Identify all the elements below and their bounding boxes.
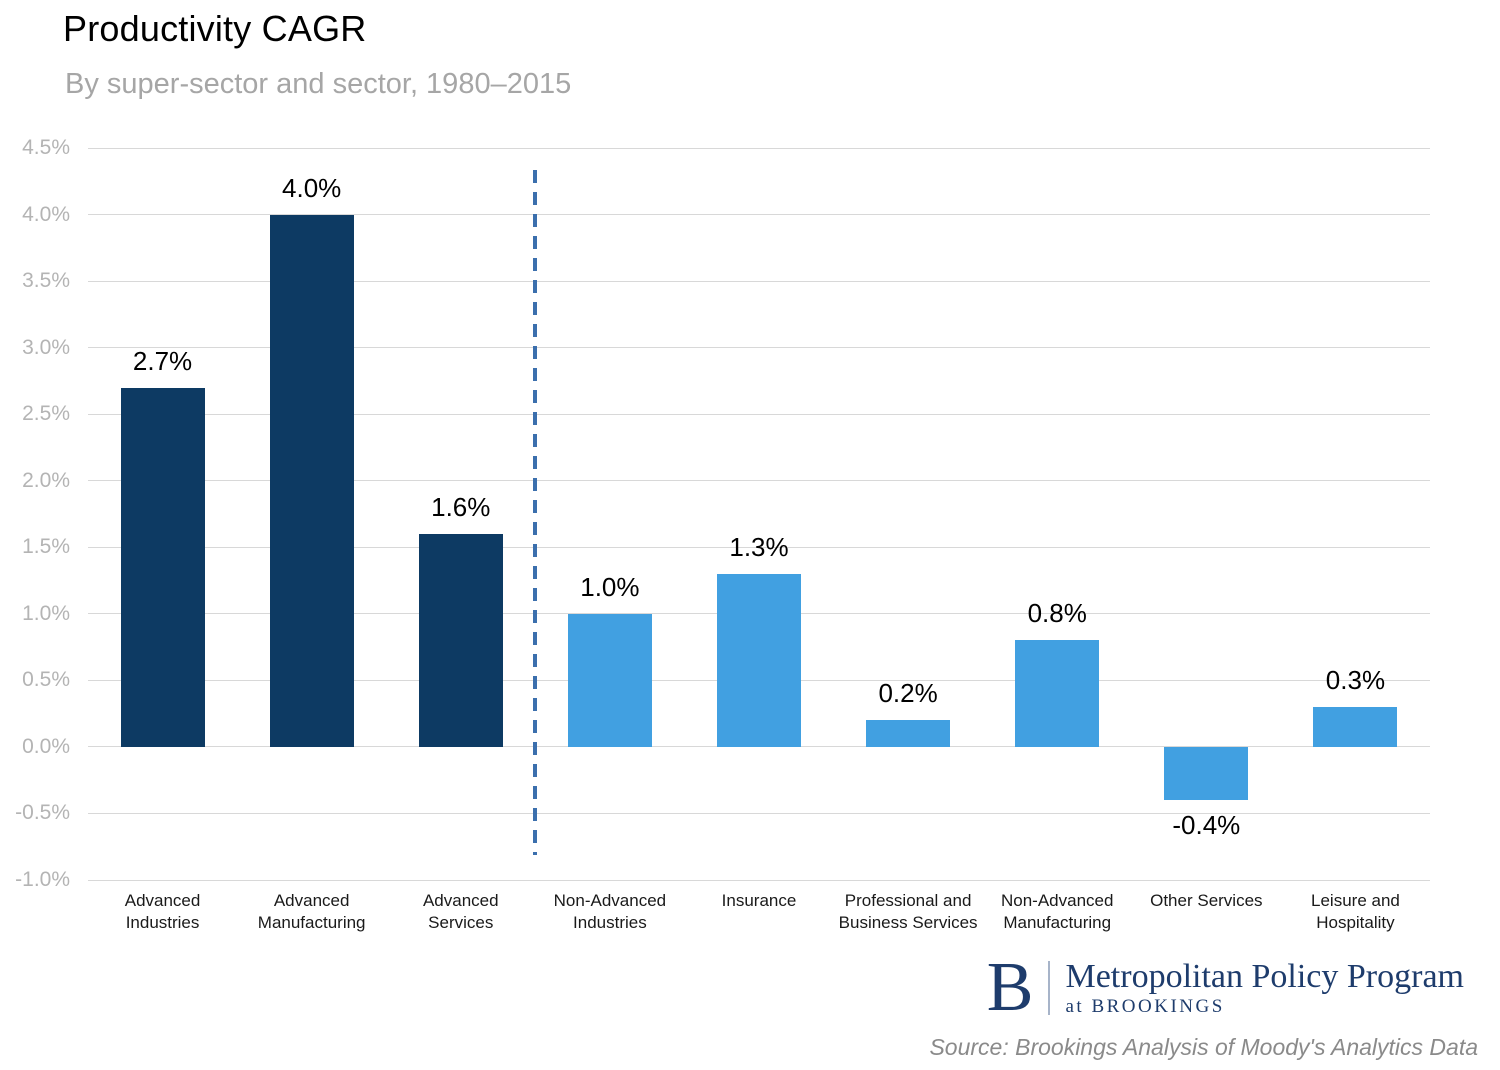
category-label: Non-Advanced Industries bbox=[553, 891, 667, 933]
category-label: Advanced Manufacturing bbox=[257, 891, 366, 933]
bar-value-label: 0.2% bbox=[878, 678, 938, 709]
gridline bbox=[88, 746, 1430, 748]
gridline bbox=[88, 147, 1430, 149]
divider-line bbox=[533, 170, 538, 855]
y-tick-label: 2.5% bbox=[22, 402, 70, 426]
bar bbox=[1164, 746, 1249, 801]
category-label: Advanced Industries bbox=[124, 891, 201, 933]
bar bbox=[418, 533, 503, 747]
brand-text: Metropolitan Policy Program at BROOKINGS bbox=[1065, 957, 1464, 1018]
category-label: Advanced Services bbox=[422, 891, 499, 933]
bar-value-label: -0.4% bbox=[1172, 810, 1241, 841]
y-tick-label: 1.5% bbox=[22, 535, 70, 559]
chart-title: Productivity CAGR bbox=[63, 8, 367, 49]
bar bbox=[567, 613, 652, 747]
bar-value-label: 0.3% bbox=[1325, 664, 1386, 695]
brookings-logo: B Metropolitan Policy Program at BROOKIN… bbox=[987, 953, 1464, 1023]
bar bbox=[269, 214, 354, 747]
gridline bbox=[88, 413, 1430, 415]
category-label: Professional and Business Services bbox=[838, 891, 978, 933]
gridline bbox=[88, 546, 1430, 548]
gridline bbox=[88, 214, 1430, 216]
logo-divider-line bbox=[1048, 961, 1051, 1015]
bar-value-label: 4.0% bbox=[282, 172, 342, 203]
bar bbox=[120, 387, 205, 747]
bar bbox=[1015, 640, 1100, 747]
bar-value-label: 2.7% bbox=[132, 345, 193, 376]
brookings-b-logo: B bbox=[986, 949, 1034, 1026]
y-tick-label: 1.0% bbox=[22, 601, 70, 625]
gridline bbox=[88, 812, 1430, 814]
chart-subtitle: By super-sector and sector, 1980–2015 bbox=[65, 68, 572, 100]
y-tick-label: 0.0% bbox=[22, 734, 70, 758]
program-name: Metropolitan Policy Program bbox=[1065, 957, 1464, 995]
bar-value-label: 0.8% bbox=[1027, 598, 1087, 629]
category-label: Leisure and Hospitality bbox=[1311, 891, 1400, 933]
bar bbox=[717, 573, 801, 747]
bar-value-label: 1.6% bbox=[431, 491, 491, 522]
y-tick-label: 4.0% bbox=[22, 202, 70, 226]
program-subbrand: at BROOKINGS bbox=[1065, 995, 1225, 1017]
y-tick-label: -1.0% bbox=[15, 868, 70, 891]
bar-value-label: 1.3% bbox=[729, 531, 789, 562]
bar bbox=[866, 720, 951, 747]
gridline bbox=[88, 347, 1430, 349]
y-tick-label: 4.5% bbox=[22, 136, 70, 159]
gridline bbox=[88, 280, 1430, 282]
y-tick-label: 3.5% bbox=[22, 269, 70, 293]
source-caption: Source: Brookings Analysis of Moody's An… bbox=[929, 1034, 1478, 1060]
y-tick-label: 0.5% bbox=[22, 668, 70, 692]
gridline bbox=[88, 480, 1430, 482]
bar-value-label: 1.0% bbox=[580, 571, 640, 602]
bar bbox=[1313, 706, 1398, 747]
y-tick-label: 2.0% bbox=[22, 468, 70, 492]
y-tick-label: -0.5% bbox=[15, 801, 70, 825]
gridline bbox=[88, 879, 1430, 881]
y-tick-label: 3.0% bbox=[22, 335, 70, 359]
category-label: Non-Advanced Manufacturing bbox=[1000, 891, 1114, 933]
category-label: Other Services bbox=[1150, 891, 1263, 910]
category-label: Insurance bbox=[721, 891, 797, 910]
